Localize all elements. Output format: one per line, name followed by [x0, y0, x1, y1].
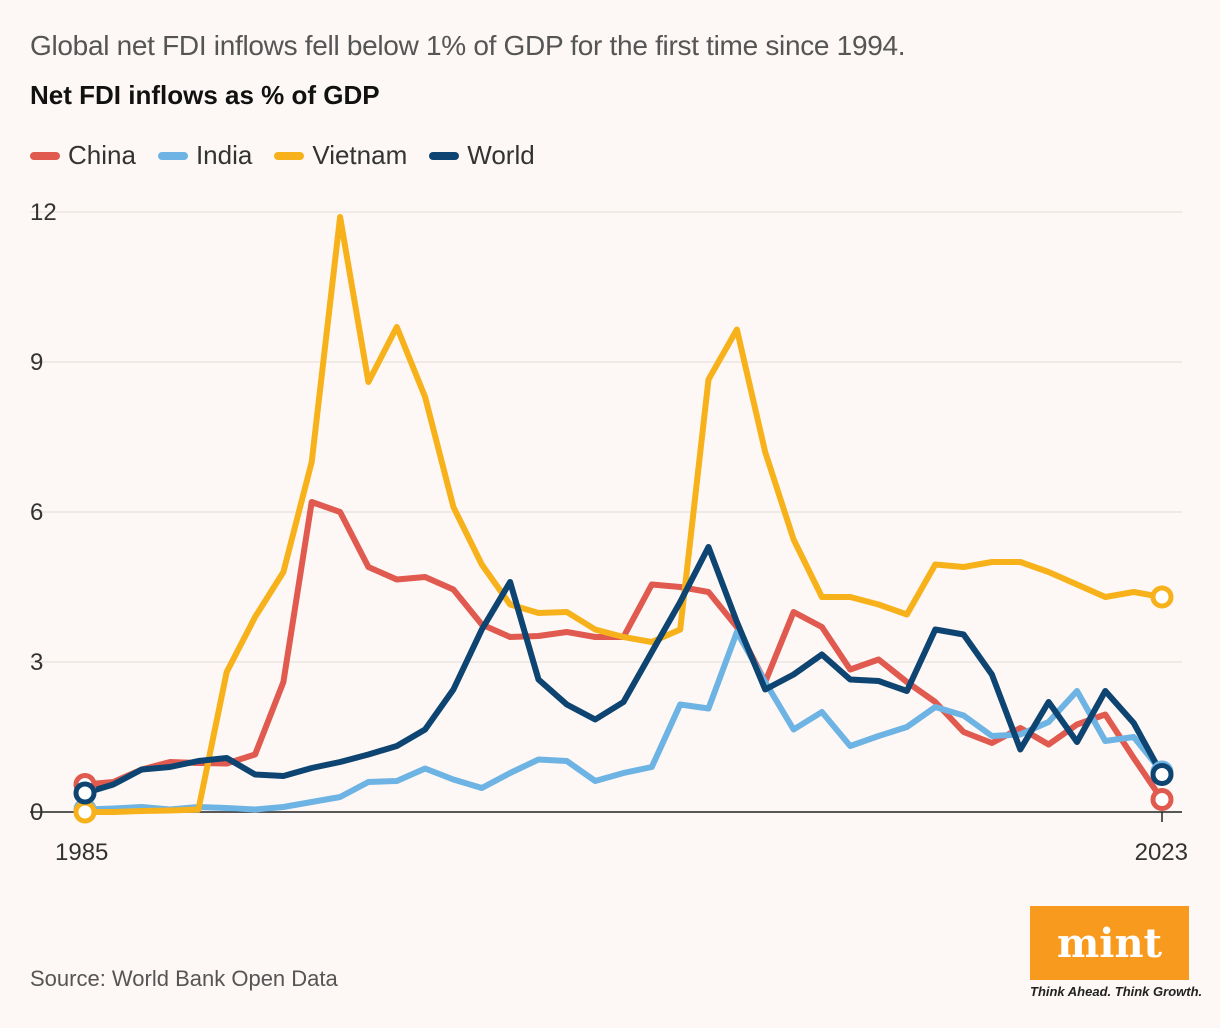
endpoint-marker-vietnam: [73, 800, 97, 824]
mint-logo: mint: [1030, 906, 1189, 980]
legend-item-india: India: [157, 140, 253, 171]
series-line-india: [82, 629, 1165, 813]
endpoint-marker-world: [1150, 763, 1174, 786]
legend-item-vietnam: Vietnam: [274, 140, 407, 171]
y-tick-label: 0: [30, 799, 43, 826]
endpoint-marker-world: [73, 781, 97, 805]
series-line-world: [82, 544, 1165, 796]
y-tick-label: 12: [30, 199, 57, 226]
chart-title: Net FDI inflows as % of GDP: [30, 80, 380, 110]
legend-label: World: [467, 140, 535, 170]
line-chart: 0 3 6 9 12 1985 2023: [30, 199, 1188, 866]
legend-label: India: [195, 140, 253, 170]
y-tick-label: 9: [30, 349, 43, 376]
legend: China India Vietnam World: [30, 140, 535, 171]
legend-item-china: China: [30, 140, 136, 171]
legend-swatch: [274, 151, 305, 160]
series-line-vietnam: [82, 214, 1165, 815]
source-note: Source: World Bank Open Data: [30, 966, 338, 991]
legend-item-world: World: [429, 140, 535, 171]
y-tick-label: 3: [30, 649, 43, 676]
legend-swatch: [30, 151, 60, 160]
series-line-china: [82, 499, 1165, 803]
y-tick-label: 6: [30, 499, 43, 526]
legend-swatch: [157, 151, 188, 160]
legend-label: China: [68, 140, 136, 170]
logo-tagline: Think Ahead. Think Growth.: [1030, 984, 1203, 999]
chart-subtitle: Global net FDI inflows fell below 1% of …: [30, 30, 906, 61]
x-tick-label: 2023: [1135, 839, 1188, 866]
endpoint-marker-china: [1150, 788, 1174, 811]
x-tick-label: 1985: [55, 839, 108, 866]
legend-label: Vietnam: [312, 140, 408, 170]
legend-swatch: [429, 151, 460, 160]
endpoint-marker-vietnam: [1150, 585, 1174, 609]
